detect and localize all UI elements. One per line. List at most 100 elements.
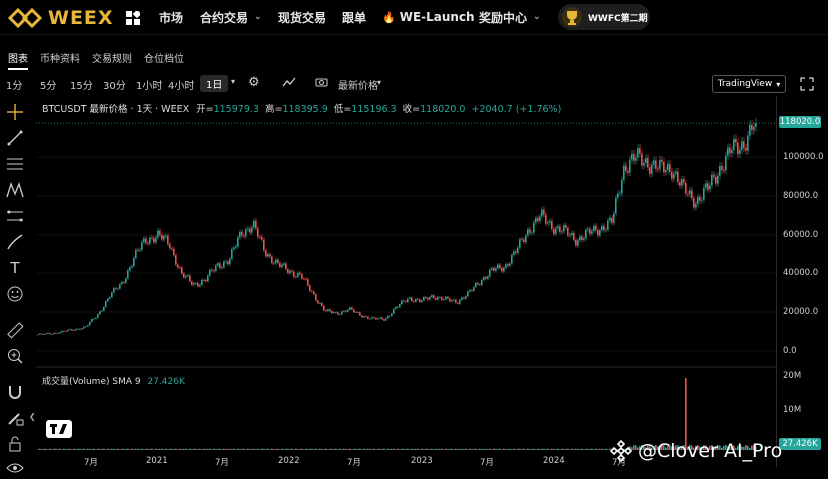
weex-logo[interactable]: WEEX	[8, 7, 114, 29]
candle	[583, 238, 585, 241]
volume-bar	[263, 448, 265, 450]
candle	[339, 314, 341, 316]
candle	[329, 309, 331, 312]
nav-rewards[interactable]: 奖励中心 ⌄	[479, 0, 541, 34]
zoom-in-icon[interactable]	[5, 346, 25, 366]
tab-chart[interactable]: 图表	[8, 50, 28, 70]
tab-trading-rules[interactable]: 交易规则	[92, 54, 132, 65]
nav-spot[interactable]: 现货交易	[278, 0, 326, 34]
candle	[523, 239, 525, 242]
timeframe-1h[interactable]: 1小时	[136, 81, 163, 92]
volume-bar	[469, 448, 471, 450]
volume-bar	[505, 448, 507, 450]
lock-icon[interactable]	[5, 434, 25, 454]
candle	[269, 254, 271, 257]
price-type-select[interactable]: 最新价格	[338, 81, 378, 92]
volume-bar	[471, 448, 473, 450]
candle	[59, 332, 61, 334]
volume-bar	[633, 445, 635, 450]
candle	[217, 263, 219, 266]
indicators-icon[interactable]	[282, 76, 296, 91]
tab-coin-info[interactable]: 币种资料	[40, 54, 80, 65]
timeframe-4h[interactable]: 4小时	[168, 81, 195, 92]
nav-we-launch[interactable]: 🔥 WE-Launch	[382, 0, 475, 34]
price-chart[interactable]	[36, 96, 776, 467]
timeframe-30m[interactable]: 30分	[103, 81, 126, 92]
pattern-icon[interactable]	[5, 180, 25, 200]
x-tick: 7月	[347, 458, 361, 468]
candle	[705, 183, 707, 188]
candle	[693, 198, 695, 208]
candle	[737, 142, 739, 154]
volume-bar	[329, 448, 331, 450]
settings-gear-icon[interactable]: ⚙	[248, 75, 260, 90]
pencil-lock-icon[interactable]	[5, 408, 25, 428]
volume-bar	[437, 448, 439, 450]
timeframe-1m[interactable]: 1分	[6, 81, 23, 92]
text-tool-icon[interactable]: T	[10, 259, 20, 277]
volume-legend: 成交量(Volume) SMA 9 27.426K	[42, 374, 185, 387]
candle	[89, 321, 91, 326]
candle	[609, 217, 611, 221]
view-mode-select[interactable]: TradingView ▾	[712, 75, 786, 93]
volume-bar	[211, 449, 213, 450]
candle	[619, 193, 621, 195]
volume-bar	[45, 448, 47, 450]
x-tick: 7月	[215, 458, 229, 468]
volume-bar	[61, 449, 63, 450]
fullscreen-icon[interactable]	[800, 76, 814, 95]
volume-bar	[721, 447, 723, 450]
candle	[485, 277, 487, 279]
wwfc-badge[interactable]: WWFC第二期	[558, 4, 650, 30]
volume-bar	[457, 449, 459, 450]
volume-bar	[227, 448, 229, 450]
candle	[735, 139, 737, 143]
volume-bar	[99, 448, 101, 450]
measure-range-icon[interactable]	[5, 206, 25, 226]
nav-futures[interactable]: 合约交易 ⌄	[200, 0, 262, 34]
timeframe-5m[interactable]: 5分	[40, 81, 57, 92]
volume-bar	[261, 448, 263, 450]
trend-line-icon[interactable]	[5, 128, 25, 148]
brush-icon[interactable]	[5, 232, 25, 252]
candle	[543, 209, 545, 215]
volume-bar	[539, 449, 541, 450]
candle	[617, 193, 619, 198]
apps-grid-icon[interactable]	[126, 9, 142, 25]
nav-copy-trading[interactable]: 跟单	[342, 0, 366, 34]
candle	[313, 291, 315, 295]
ruler-icon[interactable]	[5, 320, 25, 340]
timeframe-15m[interactable]: 15分	[70, 81, 93, 92]
volume-bar	[371, 449, 373, 450]
volume-bar	[235, 449, 237, 450]
eye-icon[interactable]	[5, 458, 25, 478]
volume-bar	[483, 448, 485, 450]
volume-bar	[535, 449, 537, 450]
candle	[203, 279, 205, 281]
camera-icon[interactable]	[315, 77, 328, 90]
candle	[741, 141, 743, 150]
candle	[285, 263, 287, 270]
collapse-toolbar-icon[interactable]: ❮	[29, 412, 36, 421]
volume-bar	[353, 448, 355, 450]
magnet-icon[interactable]	[5, 382, 25, 402]
timeframe-1d[interactable]: 1日	[200, 75, 229, 92]
tab-position-tiers[interactable]: 仓位档位	[144, 54, 184, 65]
volume-bar	[151, 448, 153, 450]
chart-toolbar: 1分 5分 15分 30分 1小时 4小时 1日 ▾ ⚙ 最新价格 ▾	[0, 74, 828, 94]
volume-bar	[93, 448, 95, 450]
volume-bar	[531, 448, 533, 450]
horizontal-lines-icon[interactable]	[5, 154, 25, 174]
volume-bar	[599, 448, 601, 450]
volume-bar	[393, 448, 395, 450]
candle	[517, 247, 519, 253]
candle	[303, 278, 305, 280]
nav-market[interactable]: 市场	[159, 0, 183, 34]
volume-bar	[575, 448, 577, 450]
chevron-down-icon: ▾	[776, 79, 781, 89]
candle	[387, 316, 389, 319]
candle	[431, 295, 433, 298]
crosshair-icon[interactable]	[5, 102, 25, 122]
emoji-icon[interactable]	[5, 284, 25, 304]
chevron-down-icon[interactable]: ▾	[231, 77, 236, 86]
